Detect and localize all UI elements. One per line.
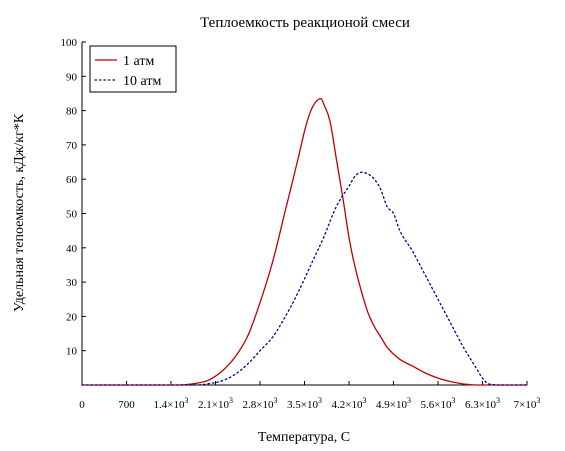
x-tick-label-exponent: 3 — [273, 396, 277, 405]
x-tick-label: 2.8×103 — [243, 396, 278, 411]
x-tick-label-exponent: 3 — [184, 396, 188, 405]
y-tick-label: 60 — [66, 174, 78, 186]
y-tick-label: 10 — [66, 346, 78, 358]
x-tick-label-exponent: 3 — [536, 396, 540, 405]
y-tick-label: 50 — [66, 209, 78, 221]
x-tick-label-base: 4.2×10 — [332, 399, 363, 411]
chart-title: Теплоемкость реакционой смеси — [200, 15, 410, 31]
x-tick-labels: 0 700 1.4×103 2.1×103 2.8×103 3.5×103 4.2×103 4… — [79, 381, 540, 411]
x-tick-label: 7×103 — [514, 396, 541, 411]
x-tick-label: 700 — [118, 399, 135, 411]
x-tick-label-base: 2.1×10 — [198, 399, 229, 411]
series-line-1 — [82, 97, 527, 386]
x-tick-label: 6.3×103 — [465, 396, 500, 411]
x-tick-label-exponent: 3 — [229, 396, 233, 405]
x-axis-label: Температура, С — [258, 430, 350, 445]
x-tick-label-base: 2.8×10 — [243, 399, 274, 411]
legend-box — [89, 45, 177, 93]
x-tick-label: 3.5×103 — [287, 396, 322, 411]
x-tick-label-base: 4.9×10 — [376, 399, 407, 411]
legend: 1 атм 10 атм — [89, 45, 177, 93]
y-tick-labels: 10 20 30 40 50 60 70 80 90 100 — [61, 37, 86, 386]
x-tick-label: 4.9×103 — [376, 396, 411, 411]
series-line-2 — [81, 171, 528, 386]
legend-label: 1 атм — [123, 54, 154, 69]
x-tick-label: 5.6×103 — [421, 396, 456, 411]
x-tick-label-base: 3.5×10 — [287, 399, 318, 411]
x-tick-label-exponent: 3 — [318, 396, 322, 405]
x-tick-label-exponent: 3 — [407, 396, 411, 405]
x-tick-label-base: 0 — [79, 399, 85, 411]
x-tick-label-base: 700 — [118, 399, 135, 411]
x-tick-label: 1.4×103 — [154, 396, 189, 411]
y-tick-label: 70 — [66, 140, 78, 152]
x-tick-label-exponent: 3 — [451, 396, 455, 405]
x-tick-label: 2.1×103 — [198, 396, 233, 411]
x-tick-label: 0 — [79, 399, 85, 411]
y-tick-label: 30 — [66, 277, 78, 289]
y-tick-label: 20 — [66, 311, 78, 323]
series-lines — [81, 97, 528, 386]
x-tick-label-exponent: 3 — [362, 396, 366, 405]
y-tick-label: 100 — [61, 37, 78, 49]
plot-area — [81, 42, 527, 386]
x-tick-label-base: 7×10 — [514, 399, 537, 411]
x-tick-label-exponent: 3 — [496, 396, 500, 405]
x-tick-label-base: 1.4×10 — [154, 399, 185, 411]
x-tick-label-base: 6.3×10 — [465, 399, 496, 411]
legend-label: 10 атм — [123, 74, 161, 89]
y-axis-label: Удельная тепоемкость, кДж/кг*К — [12, 113, 27, 312]
y-tick-label: 90 — [66, 71, 78, 83]
x-tick-label: 4.2×103 — [332, 396, 367, 411]
y-tick-label: 40 — [66, 243, 78, 255]
x-tick-label-base: 5.6×10 — [421, 399, 452, 411]
y-tick-label: 80 — [66, 106, 78, 118]
